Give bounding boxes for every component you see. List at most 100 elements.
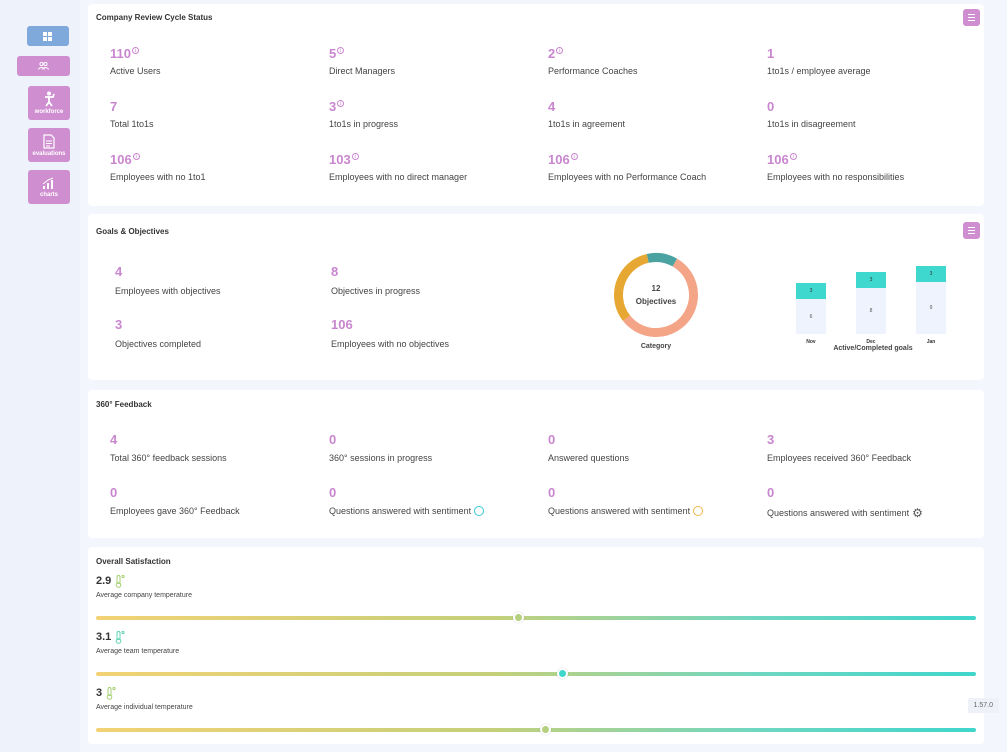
temperature-gauge <box>96 668 976 679</box>
bar-completed-segment: 3 <box>856 271 886 288</box>
gauge-marker <box>557 668 569 679</box>
stat-item: 0 1to1s in disagreement <box>767 99 856 129</box>
thermometer-icon <box>115 630 125 646</box>
gauge-marker <box>513 612 525 623</box>
x-tick-label: Dec <box>866 339 876 345</box>
temperature-label: Average company temperature <box>96 592 192 599</box>
sidebar-item-charts[interactable]: charts <box>28 170 70 204</box>
info-icon[interactable]: i <box>351 153 359 160</box>
stat-value: 0 <box>767 99 775 114</box>
stat-label: Questions answered with sentiment ⚙ <box>767 506 923 520</box>
stat-item: 0 360° sessions in progress <box>329 432 432 463</box>
stat-item: 0 Questions answered with sentiment ⚙ <box>767 485 923 520</box>
thermometer-icon <box>106 686 116 702</box>
temperature-value: 3.1 <box>96 631 112 643</box>
sidebar-item-people[interactable] <box>17 56 70 76</box>
stat-item: 4 1to1s in agreement <box>548 99 625 129</box>
stat-item: 0 Questions answered with sentiment <box>329 485 485 516</box>
sidebar-item-evaluations[interactable]: evaluations <box>28 128 70 162</box>
stat-value: 0 <box>329 485 337 500</box>
temperature-value: 3 <box>96 687 103 699</box>
document-icon <box>43 133 55 149</box>
chart-icon <box>42 177 54 189</box>
stat-value: 4 <box>115 264 123 279</box>
stat-item: 0 Employees gave 360° Feedback <box>110 485 240 516</box>
stat-item: 3 Objectives completed <box>115 317 201 349</box>
thermometer-icon <box>115 574 125 590</box>
info-icon[interactable]: i <box>337 100 345 107</box>
sidebar-item-dashboard[interactable] <box>27 26 69 46</box>
stat-item: 5 i Direct Managers <box>329 46 395 76</box>
main-content: Company Review Cycle Status 110 i Active U… <box>80 0 1007 752</box>
info-icon[interactable]: i <box>132 153 140 160</box>
bar-active-segment: 9 <box>916 281 946 334</box>
menu-button[interactable] <box>963 9 980 26</box>
gear-icon: ⚙ <box>912 506 923 520</box>
stat-label: 1to1s in progress <box>329 119 399 129</box>
stat-value: 0 <box>110 485 118 500</box>
bar-completed-segment: 3 <box>916 265 946 282</box>
stat-label: Employees with no responsibilities <box>767 172 905 182</box>
donut-slice[interactable] <box>611 250 701 340</box>
people-icon <box>38 62 49 70</box>
info-icon[interactable]: i <box>131 47 139 54</box>
stat-label: Direct Managers <box>329 66 396 76</box>
dashboard-icon <box>43 31 52 41</box>
temperature-row: 3 Average individual temperature <box>96 686 193 711</box>
stat-value: 7 <box>110 99 118 114</box>
workforce-icon <box>45 91 55 107</box>
temperature-label: Average individual temperature <box>96 704 193 711</box>
stat-value: 1 <box>767 46 775 61</box>
stat-item: 106 i Employees with no 1to1 <box>110 152 206 182</box>
donut-slice[interactable] <box>611 250 701 340</box>
goals-bar-chart: 3 6 Nov 3 8 Dec 3 9 Jan <box>793 250 953 350</box>
info-icon[interactable]: i <box>556 47 564 54</box>
stat-label: Employees with no Performance Coach <box>548 172 707 182</box>
stat-value: 0 <box>329 432 337 447</box>
x-tick-label: Jan <box>926 339 936 345</box>
stat-value: 4 <box>548 99 556 114</box>
stat-item: 103 i Employees with no direct manager <box>329 152 467 182</box>
stat-label: Employees with no 1to1 <box>110 172 206 182</box>
stat-item: 110 i Active Users <box>110 46 161 76</box>
stat-label: Objectives in progress <box>331 286 421 296</box>
donut-label: Objectives <box>635 297 677 306</box>
bar-chart-caption: Active/Completed goals <box>833 345 913 352</box>
goals-card: Goals & Objectives 4 Employees with objec… <box>88 214 984 380</box>
menu-button[interactable] <box>963 222 980 239</box>
sidebar-item-label: evaluations <box>32 150 66 157</box>
stat-value: 3 <box>767 432 775 447</box>
stat-label: Answered questions <box>548 453 630 463</box>
info-icon[interactable]: i <box>789 153 797 160</box>
stat-label: 1to1s / employee average <box>767 66 871 76</box>
stat-label: Objectives completed <box>115 339 202 349</box>
stat-value: 3 <box>115 317 123 332</box>
info-icon[interactable]: i <box>570 153 578 160</box>
sidebar-item-workforce[interactable]: workforce <box>28 86 70 120</box>
stat-item: 0 Answered questions <box>548 432 629 463</box>
satisfaction-card: Overall Satisfaction 2.9 Average company … <box>88 547 984 744</box>
version-label: 1.57.0 <box>967 698 999 713</box>
stat-item: 2 i Performance Coaches <box>548 46 638 76</box>
info-icon[interactable]: i <box>337 47 345 54</box>
stat-label: Employees with objectives <box>115 286 221 296</box>
stat-item: 106 i Employees with no responsibilities <box>767 152 904 182</box>
stat-label: 1to1s in agreement <box>548 119 626 129</box>
card-title: 360° Feedback <box>96 400 152 409</box>
temperature-row: 3.1 Average team temperature <box>96 630 179 655</box>
category-donut-chart: 12 Objectives <box>611 250 701 340</box>
donut-caption: Category <box>640 343 672 350</box>
stat-label: Total 1to1s <box>110 119 154 129</box>
stat-label: Active Users <box>110 66 161 76</box>
stat-value: 0 <box>548 432 556 447</box>
happy-icon <box>474 506 485 516</box>
review-cycle-card: Company Review Cycle Status 110 i Active U… <box>88 4 984 206</box>
stat-item: 3 Employees received 360° Feedback <box>767 432 911 463</box>
bar-active-segment: 8 <box>856 287 886 334</box>
card-title: Overall Satisfaction <box>96 557 171 566</box>
